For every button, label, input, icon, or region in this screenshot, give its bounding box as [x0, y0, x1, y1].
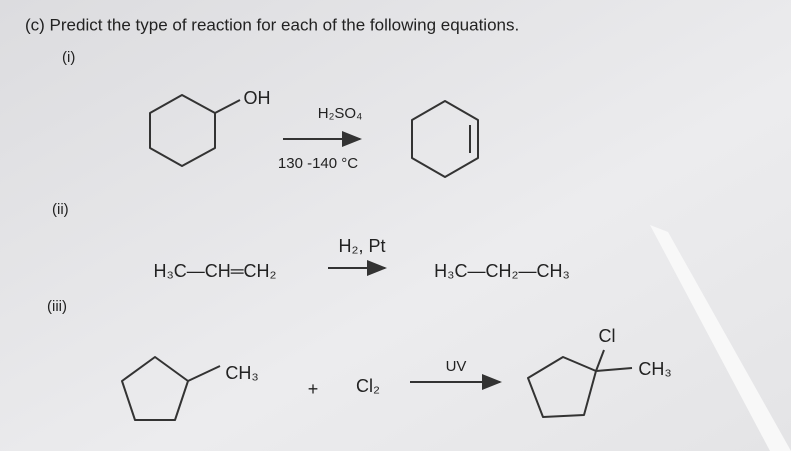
- cyclopentane-ring: [121, 356, 221, 421]
- substituent: OH: [244, 88, 271, 108]
- part-label: (i): [62, 49, 75, 66]
- glare: [650, 225, 791, 451]
- substituent: Cl: [599, 326, 616, 346]
- cyclohexane-ring: [149, 94, 241, 167]
- condition: UV: [446, 358, 467, 375]
- condition: 130 -140 °C: [278, 155, 358, 172]
- cyclohexene-ring: [411, 100, 479, 178]
- substituent: CH₃: [638, 359, 671, 379]
- reagent: H₂, Pt: [339, 236, 386, 256]
- substituent: CH₃: [225, 363, 258, 383]
- plus-sign: +: [308, 379, 319, 399]
- cyclopentane-product: [527, 349, 633, 418]
- reactant: H₃C—CH═CH₂: [153, 261, 276, 281]
- part-label: (ii): [52, 201, 69, 218]
- part-label: (iii): [47, 298, 67, 315]
- product: H₃C—CH₂—CH₃: [434, 261, 570, 281]
- reagent: Cl₂: [356, 376, 380, 396]
- reagent: H₂SO₄: [318, 105, 362, 122]
- question-title: (c) Predict the type of reaction for eac…: [25, 15, 519, 34]
